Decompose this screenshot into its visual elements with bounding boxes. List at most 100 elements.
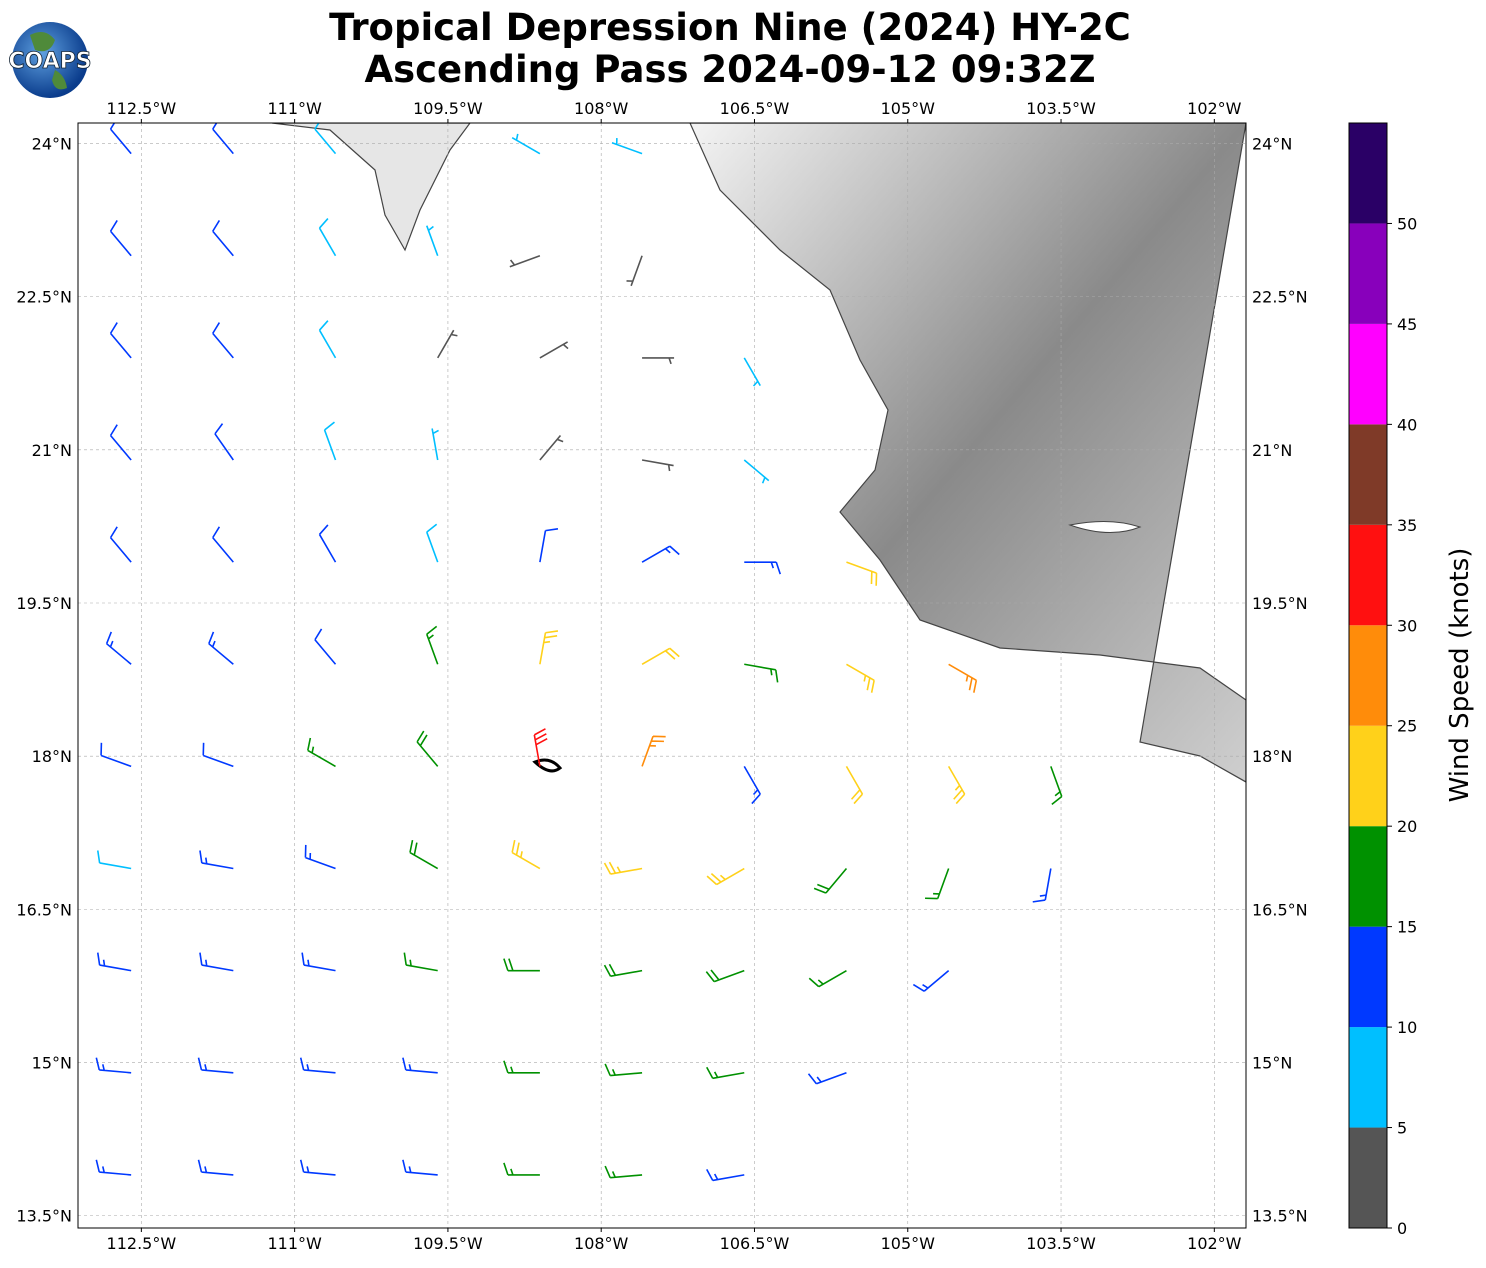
wind-barb bbox=[503, 1162, 540, 1176]
x-tick-label: 103.5°W bbox=[1026, 99, 1096, 118]
x-tick-label: 111°W bbox=[267, 99, 322, 118]
wind-barb bbox=[426, 225, 439, 257]
wind-barb bbox=[1050, 766, 1063, 805]
wind-barb bbox=[641, 459, 674, 472]
wind-barb bbox=[603, 861, 643, 875]
wind-barb bbox=[197, 1159, 234, 1176]
colorbar-segment bbox=[1349, 424, 1387, 525]
wind-barb bbox=[409, 839, 439, 870]
colorbar-segment bbox=[1349, 1027, 1387, 1128]
wind-barb bbox=[96, 850, 132, 870]
colorbar-tick-label: 15 bbox=[1397, 918, 1417, 937]
wind-barb bbox=[109, 123, 132, 155]
wind-barb bbox=[706, 1168, 745, 1182]
wind-barb bbox=[314, 123, 337, 155]
colorbar-tick-label: 5 bbox=[1397, 1119, 1407, 1138]
y-tick-label: 13.5°N bbox=[16, 1207, 72, 1226]
wind-barb bbox=[402, 1057, 438, 1074]
chart-title: Tropical Depression Nine (2024) HY-2C bbox=[329, 6, 1131, 49]
colorbar-segment bbox=[1349, 725, 1387, 827]
wind-barb bbox=[100, 742, 132, 768]
colorbar-segment bbox=[1349, 223, 1387, 324]
y-tick-label: 15°N bbox=[32, 1054, 72, 1073]
wind-barbs bbox=[95, 123, 1063, 1182]
wind-barb bbox=[199, 952, 234, 972]
wind-barb bbox=[212, 123, 234, 155]
y-tick-label: 16.5°N bbox=[16, 900, 72, 919]
x-tick-label: 105°W bbox=[881, 99, 936, 118]
x-tick-label: 102°W bbox=[1187, 1234, 1242, 1253]
wind-barb bbox=[1032, 868, 1052, 903]
basemap bbox=[78, 123, 1246, 1228]
y-tick-label: 19.5°N bbox=[16, 594, 72, 613]
wind-barb bbox=[95, 1057, 132, 1074]
wind-barb bbox=[402, 1159, 438, 1176]
colorbar-tick-label: 45 bbox=[1397, 315, 1417, 334]
wind-barb bbox=[604, 1063, 643, 1077]
colorbar-tick-label: 35 bbox=[1397, 516, 1417, 535]
wind-barb bbox=[212, 322, 234, 359]
wind-barb bbox=[96, 952, 132, 972]
wind-barb bbox=[318, 320, 337, 359]
wind-barb bbox=[299, 1159, 336, 1176]
wind-barb bbox=[744, 663, 779, 683]
wind-barb bbox=[533, 728, 548, 767]
y-tick-label: 22.5°N bbox=[16, 288, 72, 307]
x-tick-label: 108°W bbox=[574, 99, 629, 118]
colorbar-tick-label: 10 bbox=[1397, 1018, 1417, 1037]
x-tick-label: 103.5°W bbox=[1026, 1234, 1096, 1253]
wind-barb bbox=[706, 867, 745, 886]
wind-barb bbox=[208, 631, 234, 665]
y-tick-label: 18°N bbox=[32, 747, 72, 766]
wind-barb bbox=[511, 839, 541, 870]
colorbar-tick-label: 25 bbox=[1397, 717, 1417, 736]
x-tick-label: 112.5°W bbox=[107, 99, 177, 118]
x-tick-label: 106.5°W bbox=[720, 99, 790, 118]
wind-barb bbox=[604, 1165, 643, 1179]
x-tick-label: 111°W bbox=[267, 1234, 322, 1253]
colorbar-frame bbox=[1348, 122, 1388, 1229]
wind-barb bbox=[846, 663, 875, 693]
wind-barb bbox=[109, 220, 132, 257]
colorbar: 0 5 10 15 20 25 30 35 40 45 50 bbox=[1348, 122, 1417, 1238]
logo-text: COAPS bbox=[8, 49, 91, 74]
logo: COAPS bbox=[8, 22, 92, 98]
wind-barb bbox=[611, 138, 643, 155]
colorbar-segment bbox=[1349, 524, 1387, 626]
grid: 112.5°W 112.5°W 111°W 111°W 109.5°W 109.5°W 10… bbox=[16, 99, 1307, 1253]
wind-barb bbox=[744, 561, 782, 575]
wind-barb bbox=[846, 561, 878, 586]
colorbar-segment bbox=[1349, 926, 1387, 1028]
wind-barb bbox=[743, 765, 761, 805]
wind-barb bbox=[641, 735, 666, 767]
y-tick-label: 22.5°N bbox=[1252, 288, 1308, 307]
wind-barb bbox=[304, 844, 336, 870]
wind-barb bbox=[109, 424, 132, 461]
wind-barb bbox=[426, 625, 439, 665]
wind-barb bbox=[202, 742, 234, 768]
wind-barb bbox=[511, 133, 541, 155]
wind-barb bbox=[807, 1072, 847, 1085]
wind-barb bbox=[947, 765, 966, 805]
wind-barb bbox=[642, 357, 675, 365]
wind-barb bbox=[109, 526, 132, 563]
colorbar-tick-label: 50 bbox=[1397, 214, 1417, 233]
x-tick-label: 112.5°W bbox=[107, 1234, 177, 1253]
wind-barb bbox=[199, 850, 234, 870]
wind-barb bbox=[641, 647, 680, 665]
y-tick-label: 16.5°N bbox=[1252, 900, 1308, 919]
colorbar-tick-label: 0 bbox=[1397, 1219, 1407, 1238]
wind-barb bbox=[437, 329, 458, 359]
wind-barb bbox=[197, 1057, 234, 1074]
wind-barb bbox=[299, 1057, 336, 1074]
chart-subtitle: Ascending Pass 2024-09-12 09:32Z bbox=[364, 48, 1095, 91]
wind-barb bbox=[426, 523, 439, 563]
wind-barb bbox=[948, 663, 978, 693]
wind-barb bbox=[808, 969, 847, 988]
wind-barb bbox=[641, 545, 680, 563]
wind-barb bbox=[301, 952, 336, 972]
colorbar-tick-label: 20 bbox=[1397, 817, 1417, 836]
wind-barb bbox=[105, 631, 132, 665]
colorbar-segment bbox=[1349, 123, 1387, 224]
colorbar-label: Wind Speed (knots) bbox=[1445, 548, 1475, 803]
